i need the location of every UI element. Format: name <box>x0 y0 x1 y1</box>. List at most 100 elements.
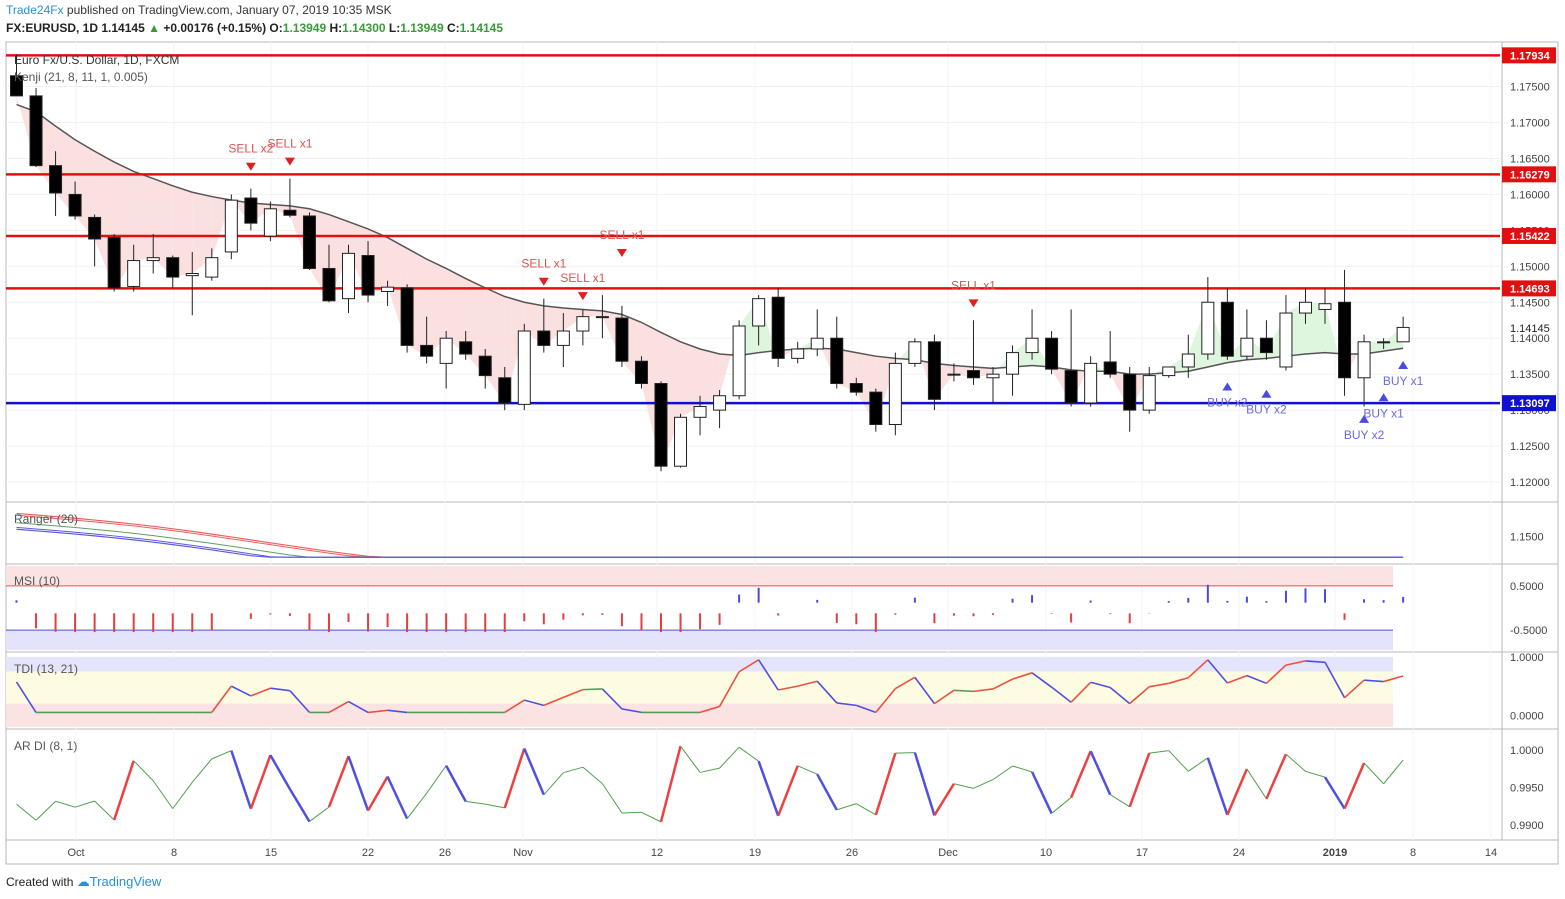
kenji-cloud-segment <box>1305 302 1326 355</box>
ardi-line-segment <box>1128 752 1151 808</box>
ardi-line-segment <box>757 760 780 817</box>
bear-candle <box>1064 370 1078 404</box>
tradingview-link[interactable]: TradingView <box>89 874 162 889</box>
level-price-label: 1.17934 <box>1510 50 1551 62</box>
sell-arrow-icon <box>245 162 256 171</box>
ardi-line-segment <box>386 776 409 820</box>
bull-candle <box>1318 303 1332 310</box>
tdi-line-segment <box>1364 679 1384 683</box>
price-tick-label: 1.17500 <box>1510 82 1550 94</box>
bear-candle <box>478 355 492 377</box>
tdi-mid-zone <box>6 671 1393 704</box>
tdi-line-segment <box>348 700 369 714</box>
tdi-line-segment <box>1090 681 1111 689</box>
time-tick-label: 8 <box>171 847 177 859</box>
msi-pane[interactable] <box>6 566 1405 650</box>
ardi-line-segment <box>406 793 428 819</box>
msi-legend: MSI (10) <box>14 574 60 588</box>
time-tick-label: 8 <box>1410 847 1416 859</box>
sell-signal-label: SELL x2 <box>228 142 273 156</box>
ranger-pane[interactable] <box>16 512 1404 558</box>
ranger-tick-label: 1.1500 <box>1510 532 1544 544</box>
kenji-cloud-segment <box>133 171 154 261</box>
bull-candle <box>1298 301 1312 314</box>
bull-candle <box>1396 326 1410 343</box>
publish-header: Trade24Fx published on TradingView.com, … <box>6 3 392 17</box>
ardi-line-segment <box>738 746 759 762</box>
ardi-line-segment <box>112 760 135 821</box>
ardi-line-segment <box>1030 771 1053 814</box>
axes: 1.120001.125001.130001.135001.140001.145… <box>67 47 1556 859</box>
low-label: L: <box>388 21 401 35</box>
bull-candle <box>185 273 199 277</box>
tdi-line-segment <box>543 696 564 707</box>
level-price-badge <box>1502 395 1556 412</box>
high-label: H: <box>329 21 343 35</box>
bear-candle <box>49 165 63 194</box>
ardi-pane[interactable] <box>16 745 1404 823</box>
ardi-line-segment <box>133 760 154 782</box>
tradingview-logo-icon[interactable]: ☁ <box>76 874 90 889</box>
bull-candle <box>888 362 902 425</box>
bull-candle <box>342 252 356 300</box>
bear-candle <box>29 95 43 167</box>
tdi-line-segment <box>894 676 916 690</box>
tdi-line-segment <box>738 659 760 673</box>
bear-candle <box>400 287 414 346</box>
open-label: O: <box>269 21 283 35</box>
time-tick-label: 14 <box>1485 847 1497 859</box>
ardi-line-segment <box>973 779 994 789</box>
ardi-line-segment <box>94 800 115 821</box>
ardi-line-segment <box>699 767 720 773</box>
kenji-cloud-segment <box>172 185 193 278</box>
ardi-line-segment <box>465 800 486 805</box>
time-tick-label: 24 <box>1233 847 1245 859</box>
ardi-line-segment <box>74 800 95 808</box>
tdi-line-segment <box>270 687 291 692</box>
bull-candle <box>146 257 160 262</box>
open-value: 1.13949 <box>282 21 327 35</box>
msi-oversold-zone <box>6 630 1393 650</box>
buy-signal-label: BUY x1 <box>1363 406 1404 420</box>
ardi-line-segment <box>913 752 936 816</box>
bear-candle <box>654 383 668 467</box>
tdi-pane[interactable] <box>6 656 1404 727</box>
ardi-line-segment <box>1168 750 1189 772</box>
sell-arrow-icon <box>284 157 295 166</box>
close-value: 1.14145 <box>459 21 504 35</box>
ardi-line-segment <box>680 745 701 773</box>
tdi-lower-zone <box>6 703 1393 727</box>
ardi-line-segment <box>1069 750 1092 799</box>
time-tick-label: 26 <box>846 847 858 859</box>
publish-info: published on TradingView.com, January 07… <box>63 3 392 17</box>
sell-arrow-icon <box>616 248 627 257</box>
ardi-line-segment <box>659 745 682 823</box>
bear-candle <box>634 360 648 385</box>
tdi-line-segment <box>953 689 974 693</box>
bull-candle <box>556 330 570 346</box>
bear-candle <box>1220 301 1234 357</box>
ardi-line-segment <box>445 765 467 802</box>
price-change: +0.00176 (+0.15%) <box>163 21 267 35</box>
instrument-legend: Euro Fx/U.S. Dollar, 1D, FXCM <box>14 53 179 67</box>
tdi-line-segment <box>230 685 252 697</box>
time-tick-label: 12 <box>651 847 663 859</box>
ardi-line-segment <box>856 803 877 816</box>
time-tick-label: Oct <box>67 847 84 859</box>
tdi-line-segment <box>992 678 1013 690</box>
ardi-line-segment <box>1109 794 1130 808</box>
publisher-link[interactable]: Trade24Fx <box>6 3 64 17</box>
tdi-line-segment <box>289 690 311 713</box>
ardi-line-segment <box>1226 768 1249 816</box>
ardi-line-segment <box>288 788 311 823</box>
ardi-line-segment <box>55 800 76 808</box>
tdi-line-segment <box>1031 672 1053 688</box>
bull-candle <box>752 298 766 327</box>
ardi-line-segment <box>777 765 799 817</box>
ardi-line-segment <box>1188 757 1209 772</box>
ardi-line-segment <box>523 748 545 796</box>
tdi-line-segment <box>1383 675 1404 683</box>
level-price-label: 1.13097 <box>1510 398 1550 410</box>
